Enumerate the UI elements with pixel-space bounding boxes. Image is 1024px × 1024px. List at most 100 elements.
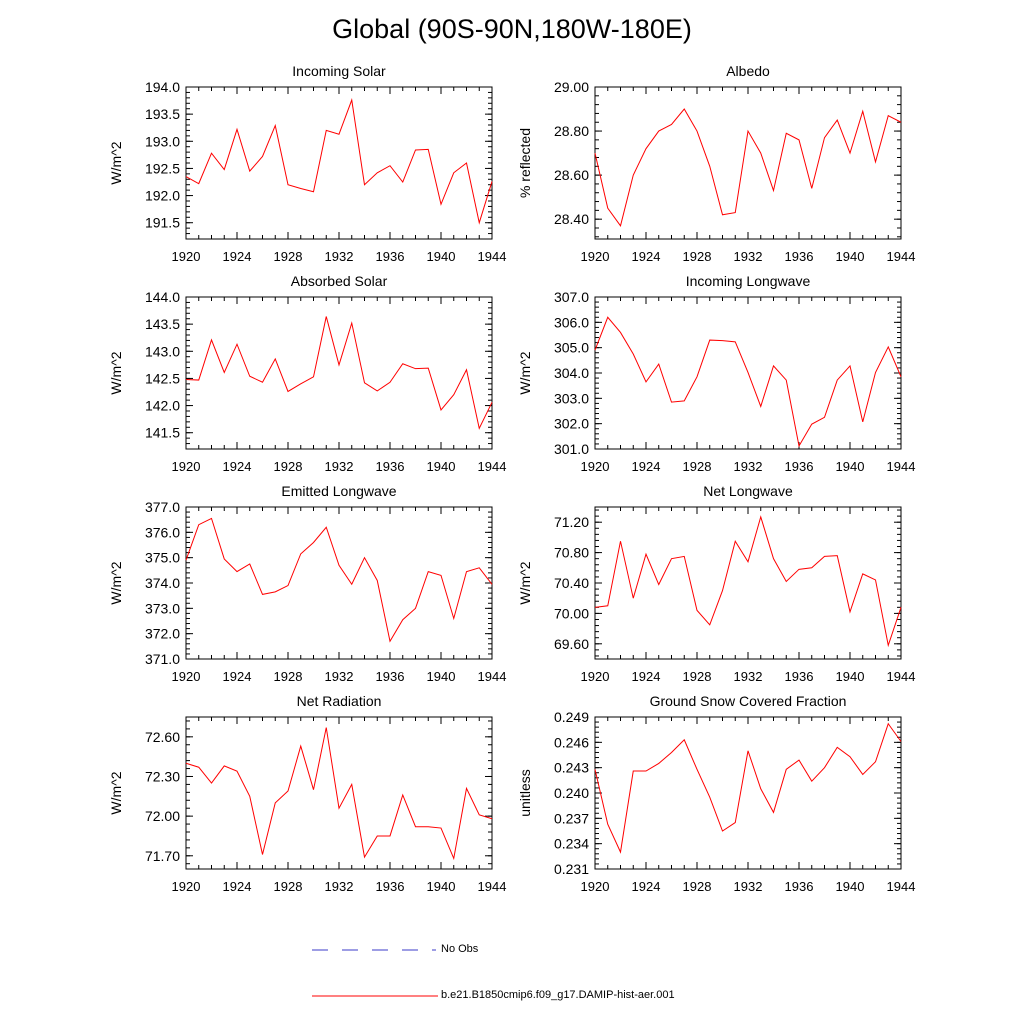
y-tick-label: 69.60 <box>554 636 589 652</box>
x-tick-label: 1920 <box>581 249 610 264</box>
y-tick-label: 192.5 <box>145 160 180 176</box>
y-axis-label: W/m^2 <box>517 561 533 604</box>
y-tick-label: 0.231 <box>554 861 589 877</box>
x-tick-label: 1936 <box>376 879 405 894</box>
x-tick-label: 1940 <box>427 669 456 684</box>
x-tick-label: 1920 <box>581 459 610 474</box>
x-tick-label: 1928 <box>683 249 712 264</box>
x-tick-label: 1944 <box>478 879 507 894</box>
y-tick-label: 376.0 <box>145 524 180 540</box>
x-tick-label: 1920 <box>172 879 201 894</box>
series-line-incoming-solar <box>185 98 493 225</box>
page-title: Global (90S-90N,180W-180E) <box>332 14 692 44</box>
y-tick-label: 70.00 <box>554 605 589 621</box>
y-tick-label: 371.0 <box>145 651 180 667</box>
y-tick-label: 193.0 <box>145 133 180 149</box>
y-tick-label: 144.0 <box>145 289 180 305</box>
x-tick-label: 1940 <box>836 459 865 474</box>
x-tick-label: 1940 <box>427 249 456 264</box>
y-tick-label: 374.0 <box>145 575 180 591</box>
chart-title: Absorbed Solar <box>291 273 388 289</box>
y-tick-label: 377.0 <box>145 499 180 515</box>
x-tick-label: 1944 <box>887 879 916 894</box>
chart-net-longwave: 1920 1924 1928 1932 1936 1940 1944 69.60 70.00 70… <box>517 483 915 684</box>
y-axis-label: unitless <box>517 769 533 816</box>
plot-frame <box>185 296 493 450</box>
y-tick-label: 192.0 <box>145 188 180 204</box>
legend-swatch-model <box>312 995 438 997</box>
plot-frame <box>185 716 493 870</box>
x-tick-label: 1932 <box>734 249 763 264</box>
x-tick-label: 1936 <box>376 249 405 264</box>
y-tick-label: 0.240 <box>554 785 589 801</box>
x-tick-label: 1936 <box>785 459 814 474</box>
y-tick-label: 303.0 <box>554 390 589 406</box>
series-line-albedo <box>594 108 902 227</box>
y-tick-label: 372.0 <box>145 626 180 642</box>
x-tick-label: 1924 <box>223 669 252 684</box>
x-tick-label: 1928 <box>274 879 303 894</box>
y-tick-label: 143.5 <box>145 316 180 332</box>
y-tick-label: 28.60 <box>554 167 589 183</box>
chart-title: Albedo <box>726 63 770 79</box>
x-tick-label: 1932 <box>325 669 354 684</box>
x-tick-label: 1944 <box>478 249 507 264</box>
x-tick-label: 1920 <box>172 249 201 264</box>
series-line-net-longwave <box>594 515 902 648</box>
chart-title: Net Radiation <box>297 693 382 709</box>
y-tick-label: 302.0 <box>554 416 589 432</box>
y-tick-label: 71.70 <box>145 848 180 864</box>
x-tick-label: 1924 <box>223 879 252 894</box>
y-axis-label: W/m^2 <box>108 351 124 394</box>
y-tick-label: 71.20 <box>554 514 589 530</box>
x-tick-label: 1924 <box>632 669 661 684</box>
y-tick-label: 141.5 <box>145 425 180 441</box>
y-axis-label: W/m^2 <box>108 141 124 184</box>
plot-frame <box>185 506 493 660</box>
x-tick-label: 1932 <box>325 879 354 894</box>
x-tick-label: 1936 <box>376 669 405 684</box>
x-tick-label: 1936 <box>785 249 814 264</box>
x-tick-label: 1944 <box>887 459 916 474</box>
legend-label-model: b.e21.B1850cmip6.f09_g17.DAMIP-hist-aer.… <box>441 989 675 1001</box>
x-tick-label: 1928 <box>683 669 712 684</box>
chart-emitted-longwave: 1920 1924 1928 1932 1936 1940 1944 371.0 372.0 37… <box>108 483 506 684</box>
y-axis-label: % reflected <box>517 128 533 198</box>
x-tick-label: 1920 <box>581 669 610 684</box>
y-tick-label: 305.0 <box>554 340 589 356</box>
series-line-ground-snow-covered-fraction <box>594 722 902 854</box>
x-tick-label: 1940 <box>427 459 456 474</box>
legend-swatch-no-obs <box>312 949 436 951</box>
y-tick-label: 142.0 <box>145 398 180 414</box>
x-tick-label: 1924 <box>632 459 661 474</box>
x-tick-label: 1944 <box>887 249 916 264</box>
x-tick-label: 1924 <box>223 459 252 474</box>
y-axis-label: W/m^2 <box>108 561 124 604</box>
legend-label-no-obs: No Obs <box>441 943 479 955</box>
x-tick-label: 1924 <box>632 249 661 264</box>
x-tick-label: 1928 <box>274 459 303 474</box>
x-tick-label: 1928 <box>683 459 712 474</box>
y-tick-label: 301.0 <box>554 441 589 457</box>
x-tick-label: 1920 <box>172 459 201 474</box>
x-tick-label: 1932 <box>734 459 763 474</box>
y-tick-label: 28.40 <box>554 211 589 227</box>
y-tick-label: 72.30 <box>145 768 180 784</box>
y-tick-label: 0.246 <box>554 734 589 750</box>
x-tick-label: 1932 <box>734 879 763 894</box>
x-tick-label: 1928 <box>274 249 303 264</box>
x-tick-label: 1936 <box>785 669 814 684</box>
x-tick-label: 1944 <box>478 669 507 684</box>
series-line-absorbed-solar <box>185 316 493 430</box>
x-tick-label: 1932 <box>734 669 763 684</box>
x-tick-label: 1924 <box>632 879 661 894</box>
y-tick-label: 70.40 <box>554 575 589 591</box>
x-tick-label: 1944 <box>887 669 916 684</box>
y-axis-label: W/m^2 <box>108 771 124 814</box>
series-line-emitted-longwave <box>185 517 493 643</box>
y-tick-label: 143.0 <box>145 343 180 359</box>
chart-title: Emitted Longwave <box>281 483 396 499</box>
y-tick-label: 193.5 <box>145 106 180 122</box>
y-tick-label: 0.237 <box>554 810 589 826</box>
